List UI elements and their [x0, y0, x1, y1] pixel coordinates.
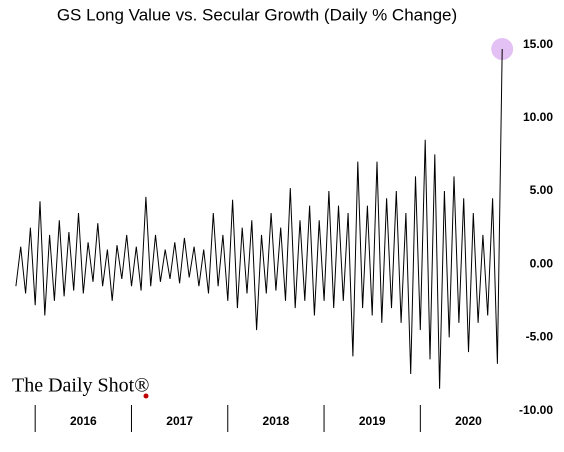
logo-dot: [143, 393, 149, 399]
logo: The Daily Shot®: [12, 375, 149, 397]
series-line: [15, 48, 503, 389]
y-tick-label: 5.00: [530, 183, 554, 197]
y-tick-label: 10.00: [523, 110, 553, 124]
x-tick-label: 2019: [359, 414, 386, 428]
x-tick-label: 2016: [70, 414, 97, 428]
x-tick-label: 2018: [263, 414, 290, 428]
x-tick-label: 2017: [166, 414, 193, 428]
x-tick-label: 2020: [455, 414, 482, 428]
chart-title: GS Long Value vs. Secular Growth (Daily …: [57, 5, 457, 24]
y-tick-label: -5.00: [526, 330, 554, 344]
y-tick-label: -10.00: [519, 403, 553, 417]
y-tick-label: 15.00: [523, 37, 553, 51]
y-tick-label: 0.00: [530, 256, 554, 270]
